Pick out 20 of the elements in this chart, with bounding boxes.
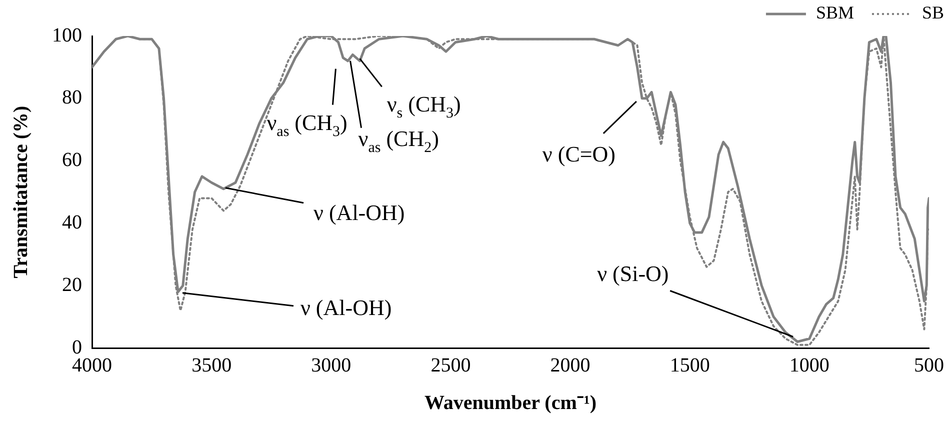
y-tick-label: 20 [62, 274, 82, 296]
annotation: ν (C=O) [542, 141, 616, 166]
annotation: ν (Al-OH) [300, 294, 392, 320]
x-tick-label: 1500 [670, 354, 710, 376]
y-tick-label: 100 [52, 24, 82, 46]
annotation: ν (Si-O) [597, 260, 669, 286]
y-axis-title: Transmitatance (%) [10, 106, 32, 278]
y-tick-label: 60 [62, 149, 82, 172]
x-tick-label: 2500 [430, 354, 471, 376]
x-tick-label: 1000 [789, 354, 830, 376]
x-axis-title: Wavenumber (cm⁻¹) [424, 392, 597, 414]
legend-label: SBM [816, 2, 854, 23]
legend-label: SB [922, 2, 944, 23]
x-tick-label: 500 [914, 354, 944, 376]
annotation: ν (Al-OH) [314, 200, 405, 225]
x-tick-label: 3500 [192, 354, 232, 376]
x-tick-label: 2000 [550, 354, 590, 376]
y-tick-label: 80 [62, 86, 82, 109]
x-tick-label: 3000 [311, 354, 352, 376]
y-tick-label: 40 [62, 211, 82, 234]
